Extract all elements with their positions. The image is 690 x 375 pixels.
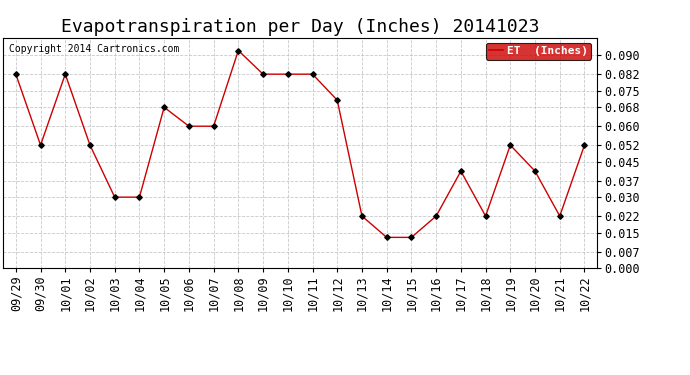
Legend: ET  (Inches): ET (Inches) xyxy=(486,43,591,60)
Text: Copyright 2014 Cartronics.com: Copyright 2014 Cartronics.com xyxy=(10,44,180,54)
Title: Evapotranspiration per Day (Inches) 20141023: Evapotranspiration per Day (Inches) 2014… xyxy=(61,18,540,36)
